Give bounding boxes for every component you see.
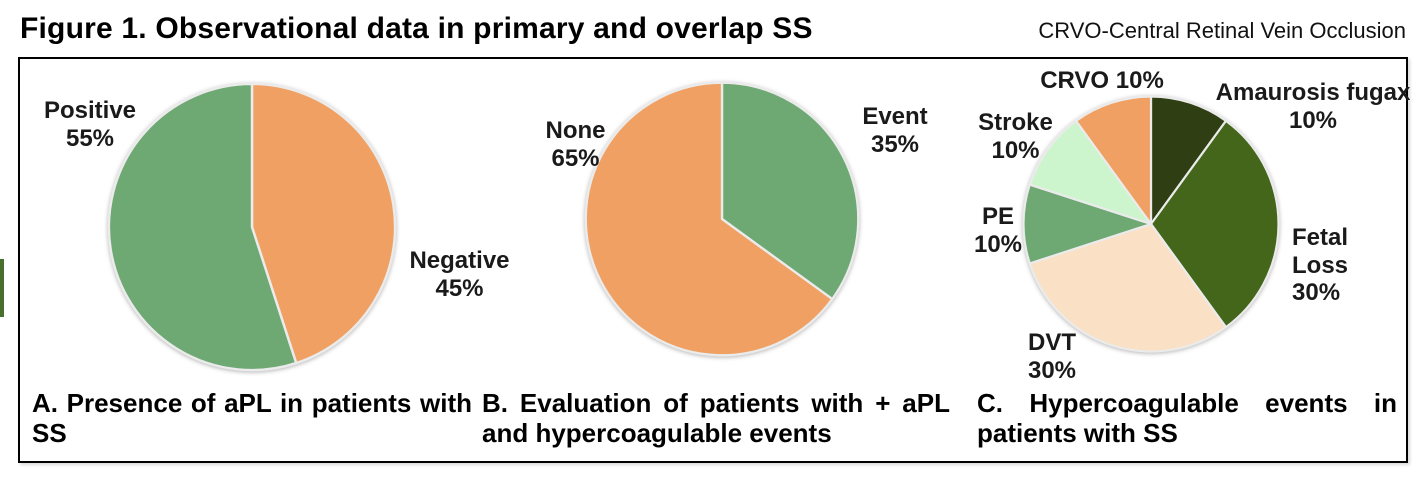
pie-slice-fetal-loss <box>1149 119 1280 329</box>
label-fetal-loss-pct: 30% <box>1292 279 1341 307</box>
label-pe-pct: 10% <box>973 230 1023 258</box>
pie-slice-positive <box>107 82 298 372</box>
label-stroke-text: Stroke <box>978 109 1053 136</box>
label-negative: Negative 45% <box>402 247 517 302</box>
label-negative-text: Negative <box>409 247 510 274</box>
figure-title: Figure 1. Observational data in primary … <box>20 12 813 45</box>
label-dvt-pct: 30% <box>1027 356 1077 384</box>
pie-slice-none <box>584 81 834 357</box>
label-negative-pct: 45% <box>435 274 484 302</box>
pie-slice-crvo <box>1074 95 1153 226</box>
pie-chart-c <box>1022 95 1280 353</box>
label-positive-pct: 55% <box>65 124 115 152</box>
label-dvt-text: DVT <box>1028 329 1076 356</box>
label-pe-text: PE <box>981 203 1014 230</box>
pie-slice-amaurosis-fugax <box>1149 95 1228 226</box>
label-event-pct: 35% <box>870 130 920 158</box>
pie-slice-negative <box>250 82 397 365</box>
pie-slice-event <box>720 81 860 301</box>
label-stroke: Stroke 10% <box>968 109 1063 164</box>
label-dvt: DVT 30% <box>1013 329 1091 384</box>
label-crvo-pct: 10% <box>1115 67 1164 94</box>
pie-chart-b <box>584 81 860 357</box>
label-fetal-loss: Fetal Loss 30% <box>1292 224 1377 307</box>
label-crvo: CRVO 10% <box>1032 67 1172 95</box>
abbreviation-note: CRVO-Central Retinal Vein Occlusion <box>1038 18 1406 43</box>
label-pe: PE 10% <box>962 203 1034 258</box>
label-crvo-text: CRVO <box>1040 67 1110 94</box>
label-event: Event 35% <box>845 103 945 158</box>
label-amaurosis-fugax: Amaurosis fugax 10% <box>1208 79 1418 134</box>
figure-panel-box: Positive 55% Negative 45% None 65% Event… <box>18 57 1410 463</box>
label-none-text: None <box>545 117 606 144</box>
pie-slice-dvt <box>1028 222 1228 353</box>
pie-chart-a <box>107 82 397 372</box>
label-none-pct: 65% <box>551 144 600 172</box>
label-amaurosis-fugax-text: Amaurosis fugax <box>1215 79 1411 106</box>
label-none: None 65% <box>528 117 623 172</box>
label-positive: Positive 55% <box>35 97 145 152</box>
caption-panel-b: B. Evaluation of patients with + aPL and… <box>482 388 950 448</box>
label-fetal-loss-text: Fetal Loss <box>1292 224 1349 279</box>
label-event-text: Event <box>862 103 928 130</box>
caption-panel-a: A. Presence of aPL in patients with SS <box>32 388 472 448</box>
caption-panel-c: C. Hypercoagulable events in patients wi… <box>977 388 1397 448</box>
label-stroke-pct: 10% <box>991 136 1040 164</box>
label-positive-text: Positive <box>43 97 137 124</box>
pie-slice-pe <box>1022 183 1153 265</box>
pie-slice-stroke <box>1028 119 1153 226</box>
left-edge-fragment <box>0 259 4 317</box>
label-amaurosis-fugax-pct: 10% <box>1288 106 1338 134</box>
